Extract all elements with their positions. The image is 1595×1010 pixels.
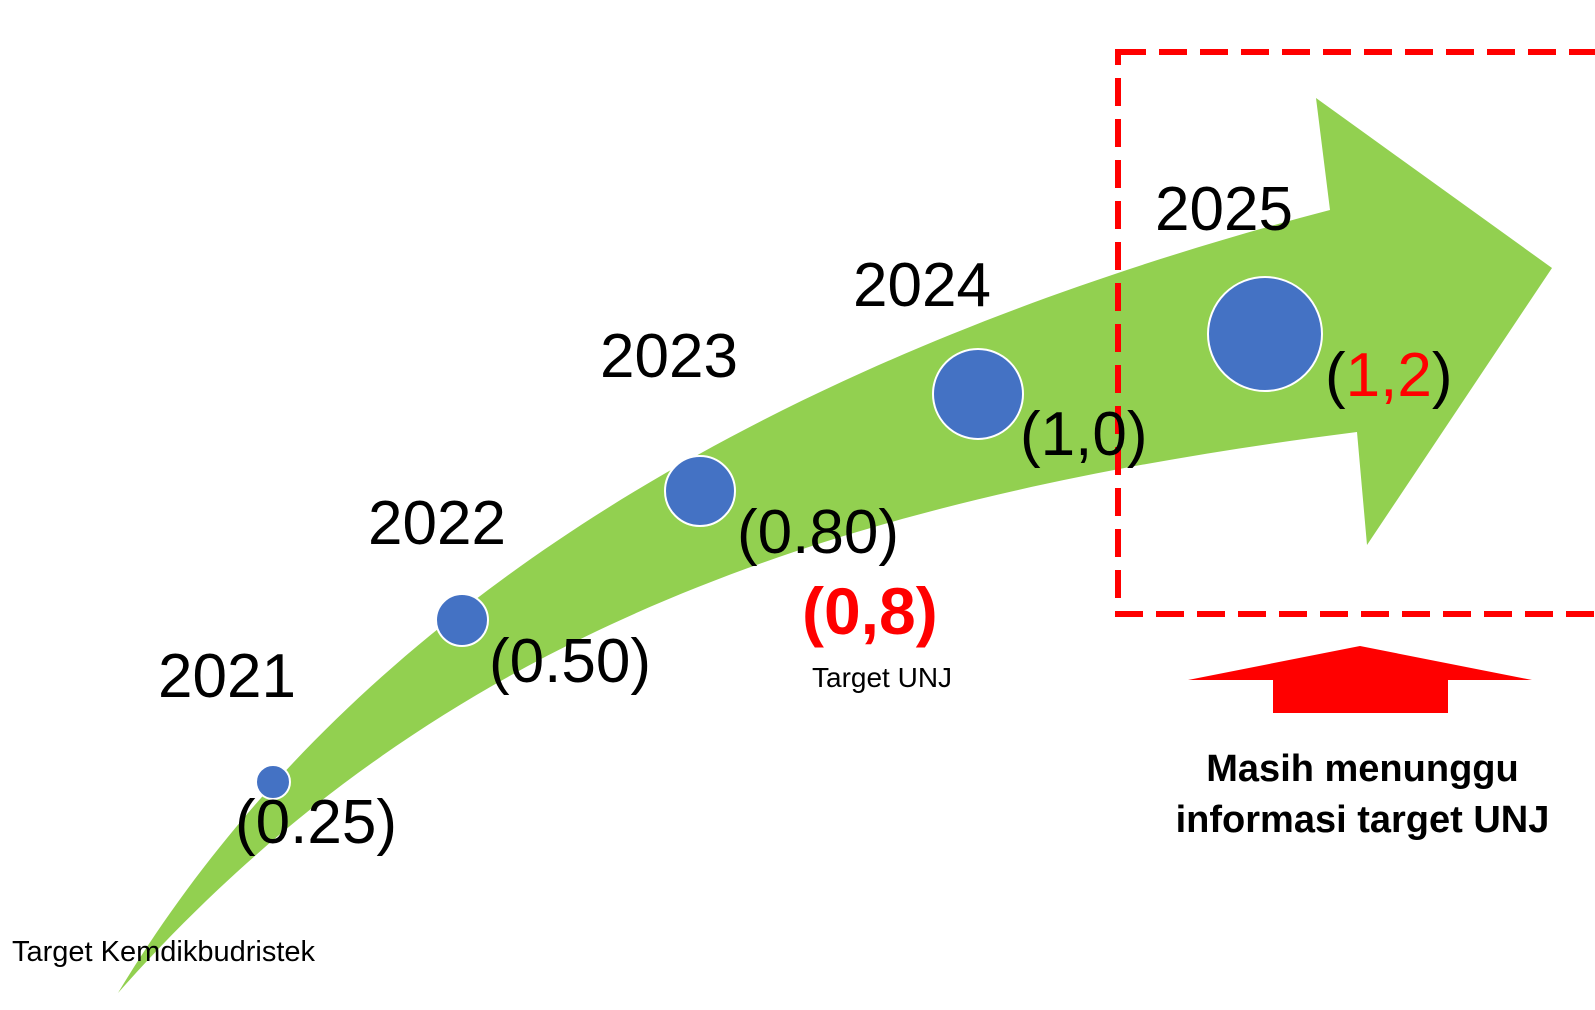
milestone-dot-2024 (932, 348, 1024, 440)
pending-info-line-2: informasi target UNJ (1175, 799, 1550, 842)
milestone-dot-2023 (664, 455, 736, 527)
year-2025: 2025 (1155, 175, 1293, 244)
value-2025: (1,2) (1325, 345, 1453, 407)
up-arrow (1188, 646, 1532, 713)
kemdikbudristek-target-label: Target Kemdikbudristek (12, 936, 316, 968)
year-2022: 2022 (368, 489, 506, 558)
pending-info-line-1: Masih menunggu (1206, 748, 1519, 790)
value-2021: (0.25) (235, 788, 397, 857)
milestone-dot-2021 (255, 764, 291, 800)
unj-target-label: Target UNJ (812, 662, 953, 693)
year-2024: 2024 (853, 251, 991, 320)
milestone-dot-2022 (435, 593, 489, 647)
value-2025-open: ( (1325, 341, 1346, 410)
unj-target-value: (0,8) (802, 574, 938, 648)
value-2025-number: 1,2 (1345, 341, 1432, 410)
year-2021: 2021 (158, 642, 296, 711)
growth-arrow (118, 98, 1552, 993)
year-2023: 2023 (600, 322, 738, 391)
pending-target-box (1115, 49, 1595, 617)
value-2022: (0.50) (489, 627, 651, 696)
pending-info-note: Masih menunggu informasi target UNJ (1130, 744, 1595, 847)
milestone-dot-2025 (1207, 276, 1323, 392)
value-2024: (1,0) (1020, 400, 1148, 469)
value-2023: (0.80) (737, 498, 899, 567)
value-2025-close: ) (1431, 341, 1453, 410)
